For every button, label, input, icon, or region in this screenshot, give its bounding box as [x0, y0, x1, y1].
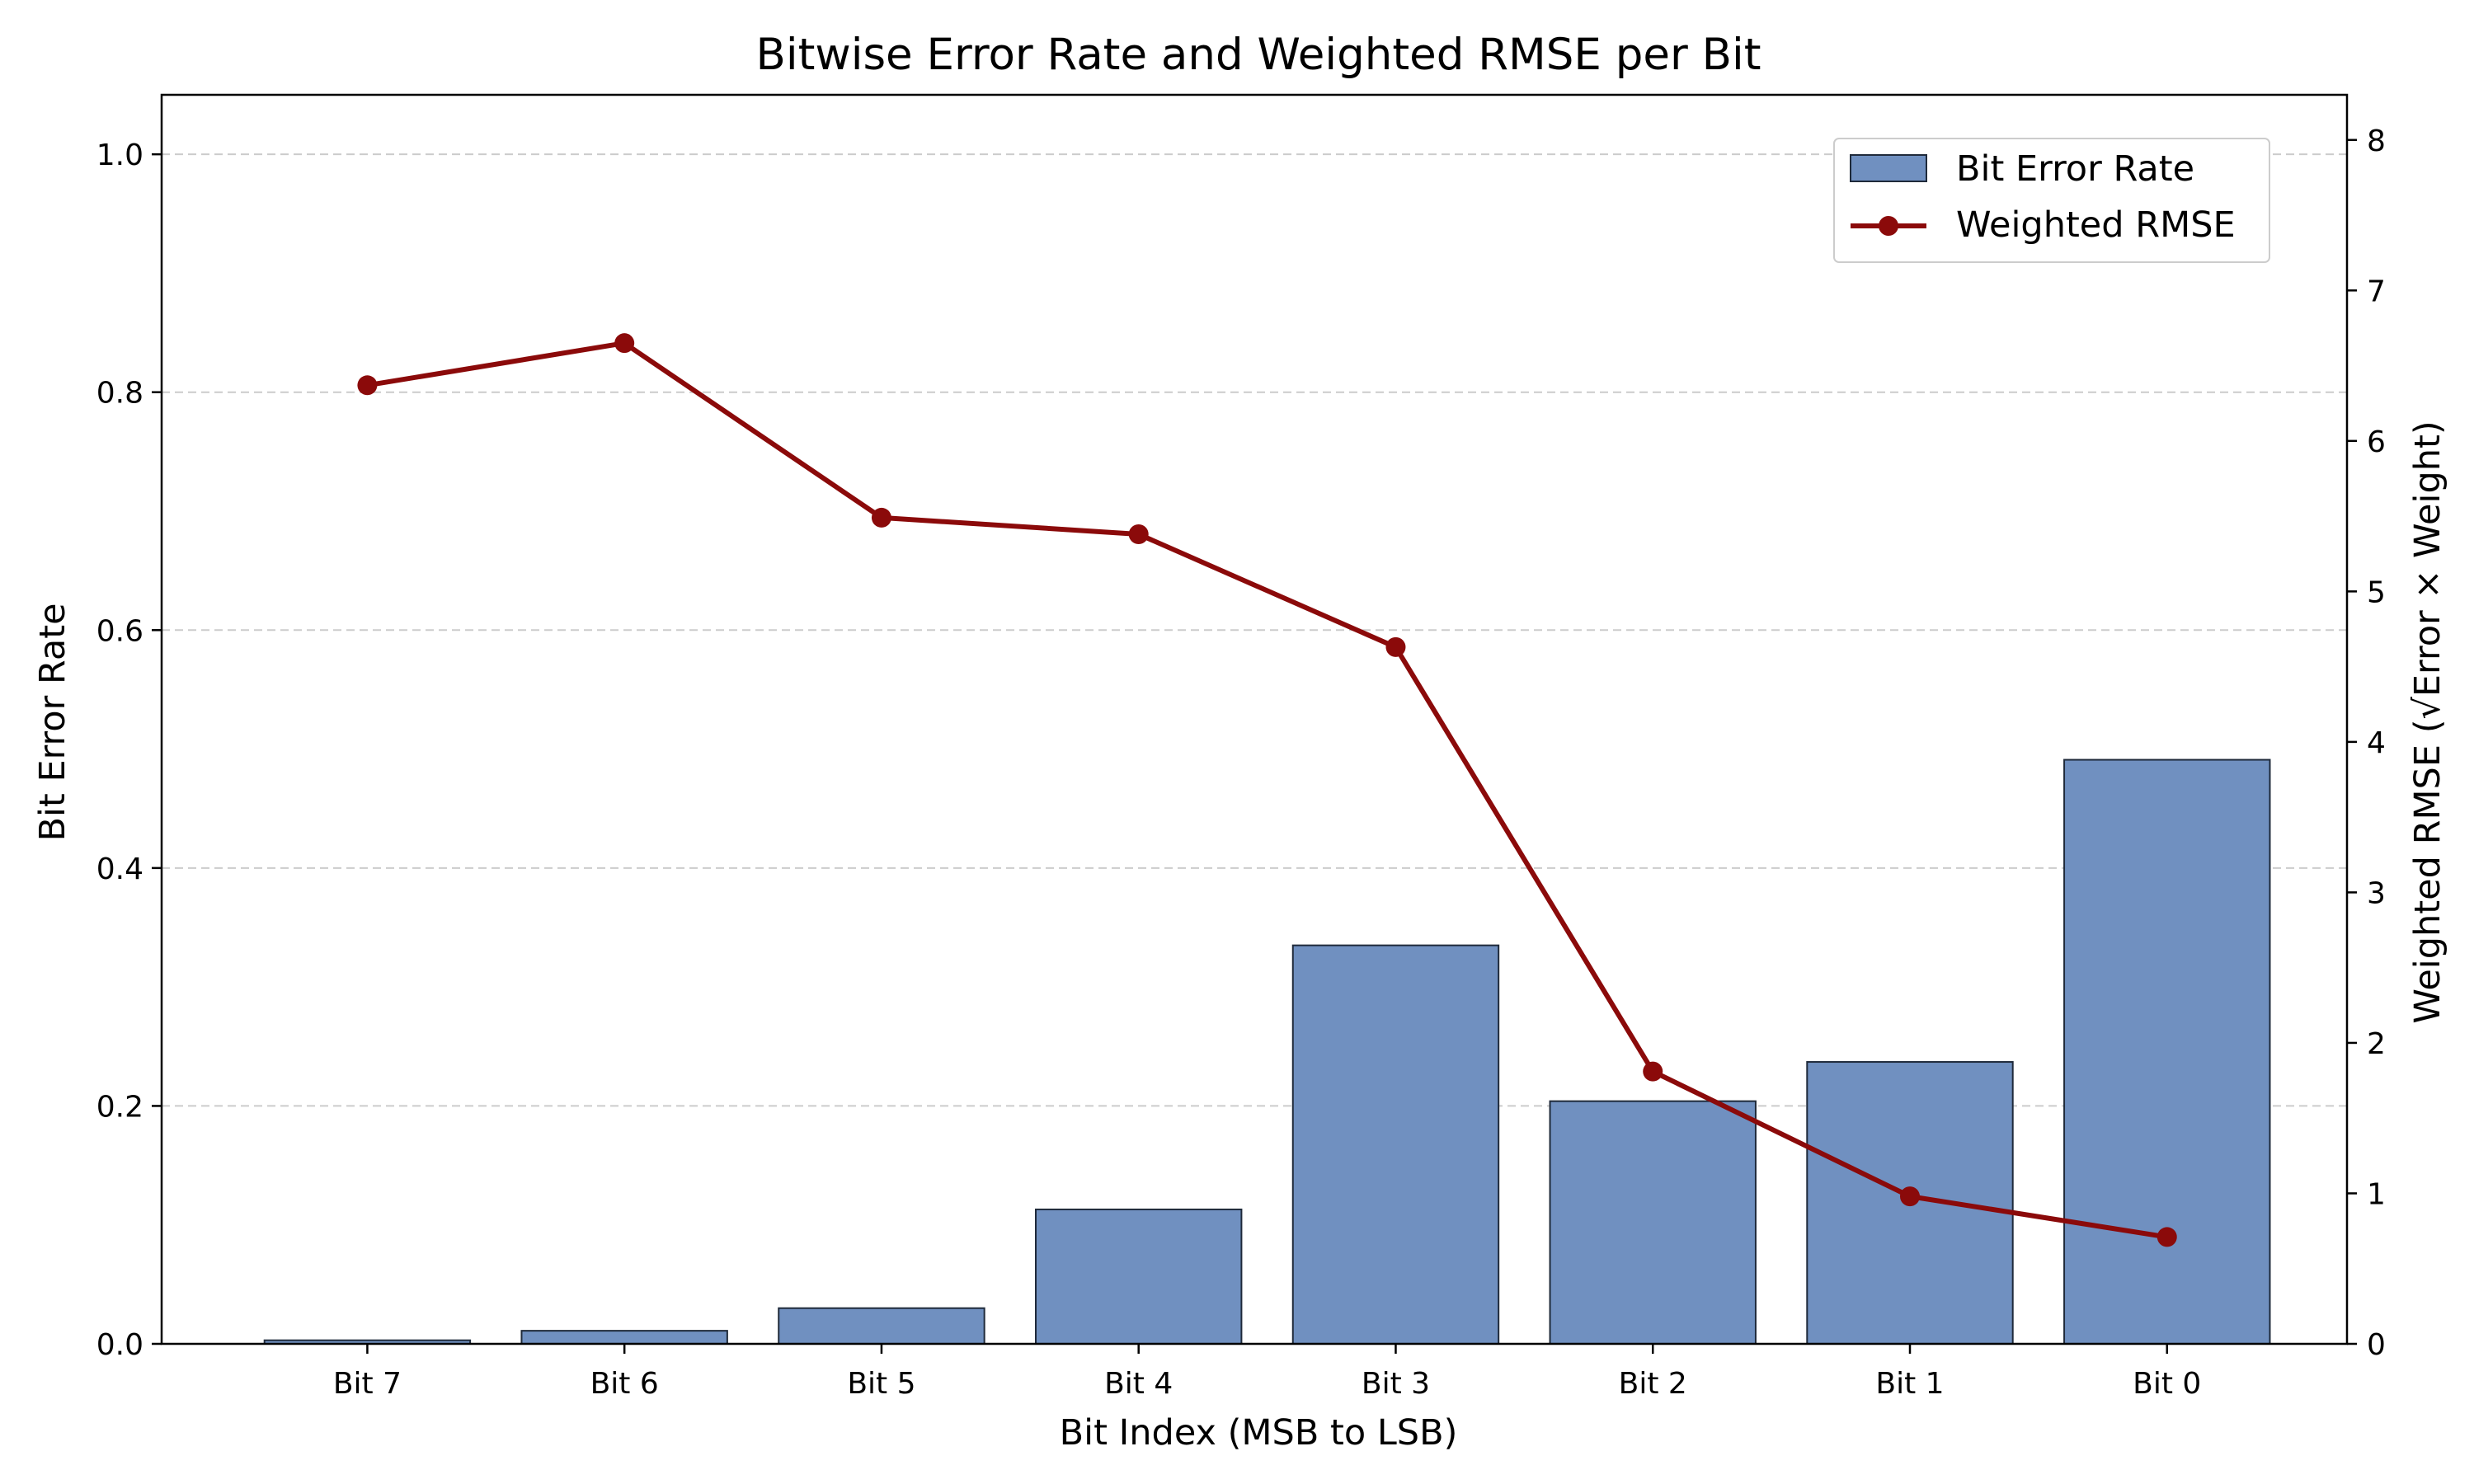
bar — [1035, 1208, 1243, 1345]
rmse-line — [357, 333, 2177, 1247]
y-left-tick-label: 0.0 — [96, 1328, 143, 1362]
legend-label-bar: Bit Error Rate — [1956, 148, 2194, 190]
y-right-tick-label: 8 — [2367, 124, 2386, 158]
ticks: 0.0 0.2 0.4 0.6 0.8 1.0 0 1 2 3 4 5 6 7 8 Bit 7 Bit 6 Bit… — [96, 124, 2386, 1401]
y-left-tick-label: 0.6 — [96, 614, 143, 648]
legend-bar-swatch — [1850, 154, 1927, 182]
y-right-tick-label: 4 — [2367, 726, 2386, 760]
rmse-point — [357, 375, 378, 396]
legend-box — [1833, 138, 2270, 263]
rmse-point — [1643, 1061, 1663, 1082]
rmse-point — [871, 507, 891, 528]
x-tick-label: Bit 3 — [1362, 1367, 1430, 1401]
y-right-tick-label: 6 — [2367, 425, 2386, 459]
rmse-point — [1900, 1186, 1920, 1207]
plot-frame — [160, 93, 2349, 1345]
x-tick-label: Bit 1 — [1875, 1367, 1944, 1401]
bar — [778, 1307, 985, 1345]
x-tick-label: Bit 7 — [333, 1367, 402, 1401]
x-tick-label: Bit 0 — [2133, 1367, 2201, 1401]
legend-label-line: Weighted RMSE — [1956, 204, 2236, 246]
rmse-point — [1385, 636, 1406, 657]
y-axis-label-right: Weighted RMSE (√Error × Weight) — [2407, 420, 2448, 1023]
y-right-tick-label: 7 — [2367, 275, 2386, 308]
y-right-tick-label: 3 — [2367, 876, 2386, 910]
y-left-tick-label: 0.4 — [96, 852, 143, 886]
axes — [160, 93, 2349, 1345]
y-left-tick-label: 0.8 — [96, 377, 143, 411]
x-tick-label: Bit 6 — [590, 1367, 659, 1401]
bars — [263, 758, 2271, 1345]
rmse-polyline — [366, 340, 2168, 1240]
bar — [2063, 758, 2271, 1345]
y-right-tick-label: 5 — [2367, 575, 2386, 609]
y-right-tick-label: 2 — [2367, 1027, 2386, 1061]
y-axis-label-left: Bit Error Rate — [32, 603, 73, 841]
grid-lines — [162, 153, 2347, 1107]
bar — [1549, 1100, 1757, 1345]
x-tick-label: Bit 5 — [847, 1367, 915, 1401]
bar — [1291, 944, 1500, 1345]
bar — [520, 1330, 728, 1345]
y-right-tick-label: 0 — [2367, 1328, 2386, 1362]
x-axis-label: Bit Index (MSB to LSB) — [1060, 1412, 1458, 1453]
rmse-point — [614, 333, 635, 354]
chart-title: Bitwise Error Rate and Weighted RMSE per… — [756, 30, 1761, 80]
x-tick-label: Bit 4 — [1104, 1367, 1173, 1401]
rmse-point — [2157, 1227, 2177, 1247]
rmse-point — [1128, 524, 1149, 544]
y-left-tick-label: 0.2 — [96, 1090, 143, 1124]
y-right-tick-label: 1 — [2367, 1177, 2386, 1211]
x-tick-label: Bit 2 — [1619, 1367, 1687, 1401]
legend-line-marker — [1879, 216, 1898, 236]
y-left-tick-label: 1.0 — [96, 139, 143, 172]
legend: Bit Error Rate Weighted RMSE — [1833, 138, 2270, 263]
